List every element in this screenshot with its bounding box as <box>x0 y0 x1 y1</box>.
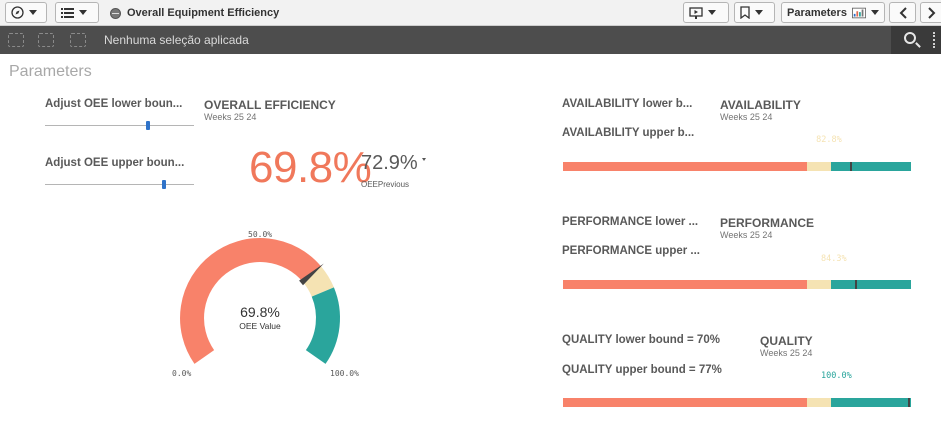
quality-upper-bound-label[interactable]: QUALITY upper bound = 77% <box>562 364 722 376</box>
quality-title: QUALITY <box>760 334 813 348</box>
clear-selections-icon[interactable] <box>70 33 86 47</box>
bookmark-icon <box>740 6 750 19</box>
chevron-down-icon <box>79 10 87 15</box>
oee-kpi-value: 69.8% <box>249 143 372 192</box>
performance-lower-bound-label[interactable]: PERFORMANCE lower ... <box>562 216 699 228</box>
performance-bar[interactable] <box>563 280 911 289</box>
sheet-title: Parameters <box>9 63 92 80</box>
oee-gauge[interactable] <box>150 220 370 380</box>
performance-title: PERFORMANCE <box>720 216 815 230</box>
quality-value-label: 100.0% <box>821 371 852 381</box>
quality-marker <box>908 398 910 407</box>
bar-high-segment <box>830 280 911 289</box>
previous-sheet-button[interactable] <box>889 2 916 23</box>
quality-subtitle: Weeks 25 24 <box>760 348 813 358</box>
gauge-value: 69.8% <box>240 304 280 320</box>
selections-bar: Nenhuma seleção aplicada <box>0 26 941 54</box>
availability-upper-bound-label[interactable]: AVAILABILITY upper b... <box>562 127 695 139</box>
bookmarks-button[interactable] <box>734 2 775 23</box>
bar-high-segment <box>830 398 911 407</box>
sheet-selector-button[interactable]: Parameters <box>781 2 885 23</box>
present-button[interactable] <box>683 2 729 23</box>
presentation-icon <box>689 6 703 19</box>
bar-high-segment <box>830 162 911 171</box>
top-toolbar: Overall Equipment Efficiency Parameters <box>0 0 941 26</box>
performance-value-label: 84.3% <box>821 254 847 264</box>
bar-mid-segment <box>806 162 831 171</box>
chevron-down-icon <box>708 10 716 15</box>
oee-previous-value: 72.9% <box>361 152 418 174</box>
app-title-area[interactable]: Overall Equipment Efficiency <box>110 4 279 22</box>
app-title: Overall Equipment Efficiency <box>127 7 280 19</box>
gauge-low-segment <box>180 238 322 364</box>
performance-subtitle: Weeks 25 24 <box>720 230 773 240</box>
availability-value-label: 82.8% <box>816 135 842 145</box>
performance-upper-bound-label[interactable]: PERFORMANCE upper ... <box>562 245 701 257</box>
chevron-down-icon <box>29 10 37 15</box>
next-sheet-button[interactable] <box>920 2 941 23</box>
overall-efficiency-subtitle: Weeks 25 24 <box>204 112 257 122</box>
gauge-high-segment <box>305 287 340 364</box>
global-menu-button[interactable] <box>55 2 99 23</box>
availability-marker <box>850 162 853 171</box>
globe-icon <box>110 7 121 19</box>
oee-lower-bound-handle[interactable] <box>146 121 150 130</box>
overall-efficiency-title: OVERALL EFFICIENCY <box>204 98 336 112</box>
search-area <box>891 26 941 54</box>
more-options-icon[interactable] <box>933 32 939 48</box>
trend-down-icon <box>422 158 426 161</box>
search-icon[interactable] <box>904 32 916 44</box>
navigation-menu-button[interactable] <box>5 2 47 23</box>
selections-status: Nenhuma seleção aplicada <box>104 33 249 47</box>
gauge-needle <box>299 263 324 286</box>
oee-upper-bound-label: Adjust OEE upper boun... <box>45 157 185 169</box>
oee-lower-bound-label: Adjust OEE lower boun... <box>45 98 183 110</box>
bar-low-segment <box>563 398 807 407</box>
bar-low-segment <box>563 280 807 289</box>
availability-title: AVAILABILITY <box>720 98 801 112</box>
chevron-down-icon <box>755 10 763 15</box>
bar-mid-segment <box>806 398 831 407</box>
availability-subtitle: Weeks 25 24 <box>720 112 773 122</box>
quality-bar[interactable] <box>563 398 911 407</box>
gauge-mid-segment <box>302 266 334 297</box>
gauge-mid-label: 50.0% <box>248 230 273 239</box>
sheet-selector-label: Parameters <box>787 6 847 19</box>
performance-marker <box>855 280 858 289</box>
gauge-label: OEE Value <box>239 321 281 331</box>
step-forward-icon[interactable] <box>38 33 54 47</box>
step-back-icon[interactable] <box>8 33 24 47</box>
list-icon <box>61 8 74 18</box>
bar-mid-segment <box>806 280 831 289</box>
quality-lower-bound-label[interactable]: QUALITY lower bound = 70% <box>562 334 720 346</box>
chevron-right-icon <box>928 6 936 19</box>
oee-lower-bound-slider[interactable] <box>45 125 194 126</box>
gauge-min-label: 0.0% <box>172 369 192 378</box>
bar-low-segment <box>563 162 807 171</box>
availability-bar[interactable] <box>563 162 911 171</box>
oee-upper-bound-slider[interactable] <box>45 184 194 185</box>
availability-lower-bound-label[interactable]: AVAILABILITY lower b... <box>562 98 693 110</box>
chevron-down-icon <box>871 10 879 15</box>
oee-upper-bound-handle[interactable] <box>162 180 166 189</box>
sheet-icon <box>851 7 866 18</box>
chevron-left-icon <box>899 6 907 19</box>
oee-previous-label: OEEPrevious <box>361 180 410 189</box>
gauge-max-label: 100.0% <box>330 369 359 378</box>
compass-icon <box>11 6 24 19</box>
